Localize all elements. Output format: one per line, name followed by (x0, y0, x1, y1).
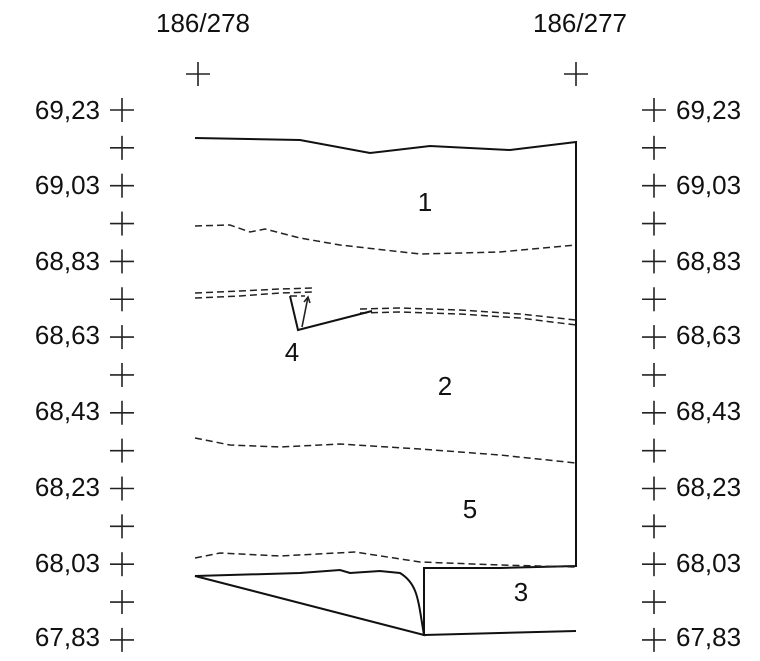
tick-cross-right-14 (642, 590, 666, 615)
grid-ref-left: 186/278 (156, 8, 250, 38)
layer-label-5: 5 (463, 494, 477, 524)
tick-cross-left-13 (110, 552, 134, 577)
grid-ref-right-cross (564, 62, 588, 86)
layer-label-4: 4 (285, 337, 299, 367)
boundary-2-top-b (359, 311, 577, 326)
tick-cross-left-11 (110, 476, 134, 501)
tick-cross-left-2 (110, 135, 134, 160)
elevation-label-left-4: 68,63 (35, 320, 100, 350)
tick-cross-left-5 (110, 249, 134, 274)
layer-label-3: 3 (514, 577, 528, 607)
elevation-label-right-6: 68,23 (676, 472, 741, 502)
tick-cross-right-12 (642, 514, 666, 539)
elevation-label-right-5: 68,43 (676, 396, 741, 426)
elevation-label-right-7: 68,03 (676, 548, 741, 578)
tick-cross-right-15 (642, 627, 666, 652)
tick-cross-right-2 (642, 135, 666, 160)
tick-cross-left-7 (110, 325, 134, 350)
boundary-4-upper (194, 287, 313, 294)
tick-cross-left-9 (110, 400, 134, 425)
tick-cross-right-8 (642, 362, 666, 387)
elevation-label-right-2: 69,03 (676, 170, 741, 200)
boundary-1-2-upper (194, 224, 577, 255)
elevation-label-right-4: 68,63 (676, 320, 741, 350)
boundary-5-3 (194, 551, 577, 568)
elevation-label-right-8: 67,83 (676, 622, 741, 652)
layer-label-1: 1 (418, 187, 432, 217)
boundary-4-middle (194, 291, 313, 299)
boundary-2-5 (194, 437, 577, 464)
tick-cross-left-12 (110, 514, 134, 539)
tick-cross-left-4 (110, 211, 134, 236)
tick-cross-right-9 (642, 400, 666, 425)
feature-4-arrow (301, 295, 311, 328)
tick-cross-right-3 (642, 173, 666, 198)
tick-cross-left-3 (110, 173, 134, 198)
feature-4-outline (289, 295, 373, 332)
elevation-label-left-2: 69,03 (35, 170, 100, 200)
elevation-label-left-3: 68,83 (35, 246, 100, 276)
grid-ref-left-cross (186, 62, 210, 86)
tick-cross-right-5 (642, 249, 666, 274)
elevation-label-right-3: 68,83 (676, 246, 741, 276)
elevation-label-left-7: 68,03 (35, 548, 100, 578)
tick-cross-left-10 (110, 438, 134, 463)
tick-cross-left-14 (110, 590, 134, 615)
tick-cross-left-6 (110, 287, 134, 312)
elevation-label-left-6: 68,23 (35, 472, 100, 502)
tick-cross-right-11 (642, 476, 666, 501)
section-outline (194, 137, 577, 637)
tick-cross-right-7 (642, 325, 666, 350)
tick-cross-left-1 (110, 98, 134, 122)
tick-cross-right-6 (642, 287, 666, 312)
tick-cross-left-8 (110, 362, 134, 387)
elevation-label-left-8: 67,83 (35, 622, 100, 652)
grid-ref-right: 186/277 (533, 8, 627, 38)
elevation-label-left-1: 69,23 (35, 95, 100, 125)
boundary-2-top-a (359, 307, 577, 321)
tick-cross-right-10 (642, 438, 666, 463)
tick-cross-left-15 (110, 627, 134, 652)
layer-label-2: 2 (438, 371, 452, 401)
elevation-label-right-1: 69,23 (676, 95, 741, 125)
tick-cross-right-1 (642, 98, 666, 122)
tick-cross-right-13 (642, 552, 666, 577)
elevation-tick-crosses (110, 98, 666, 652)
elevation-label-left-5: 68,43 (35, 396, 100, 426)
tick-cross-right-4 (642, 211, 666, 236)
